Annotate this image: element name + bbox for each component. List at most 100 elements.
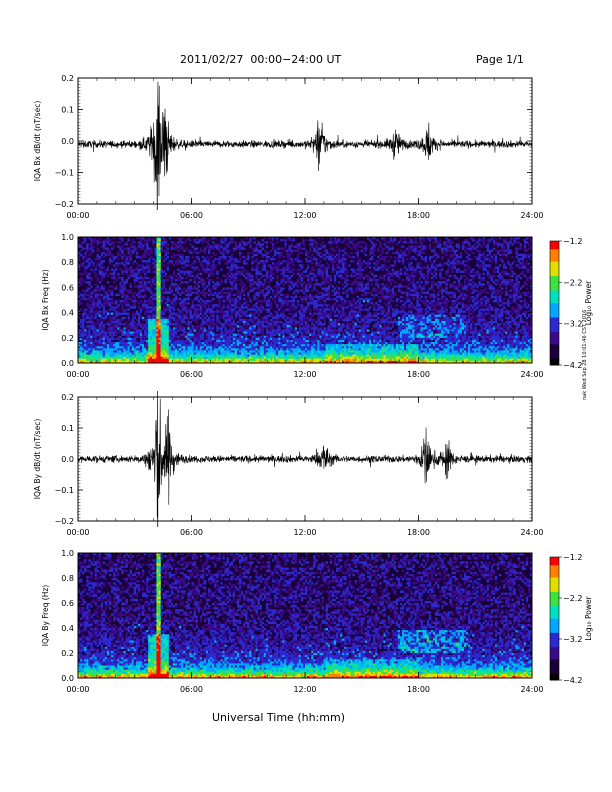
spectrogram-cell (230, 310, 234, 313)
spectrogram-cell (224, 239, 227, 242)
spectrogram-cell (170, 310, 174, 313)
spectrogram-cell (276, 247, 279, 250)
spectrogram-cell (296, 310, 300, 313)
spectrogram-cell (177, 346, 180, 349)
spectrogram-cell (133, 354, 137, 357)
spectrogram-cell (137, 287, 141, 290)
spectrogram-cell (195, 318, 198, 322)
spectrogram-cell (96, 302, 99, 305)
spectrogram-cell (96, 300, 99, 303)
spectrogram-cell (166, 339, 170, 343)
spectrogram-cell (154, 356, 157, 360)
spectrogram-cell (158, 321, 161, 324)
spectrogram-cell (251, 308, 254, 311)
spectrogram-cell (234, 283, 238, 286)
spectrogram-cell (253, 350, 256, 353)
spectrogram-cell (307, 285, 310, 288)
spectrogram-cell (162, 344, 165, 347)
spectrogram-cell (90, 279, 93, 282)
spectrogram-cell (309, 285, 312, 288)
spectrogram-cell (154, 247, 157, 250)
spectrogram-cell (179, 241, 182, 244)
spectrogram-cell (148, 335, 151, 339)
spectrogram-cell (327, 335, 331, 339)
spectrogram-cell (201, 304, 205, 307)
spectrogram-cell (154, 329, 157, 332)
spectrogram-cell (195, 247, 198, 250)
spectrogram-cell (92, 329, 95, 332)
spectrogram-cell (265, 251, 269, 255)
spectrogram-cell (228, 348, 232, 351)
spectrogram-cell (86, 335, 89, 339)
spectrogram-cell (88, 350, 91, 353)
spectrogram-cell (329, 283, 333, 286)
spectrogram-cell (133, 314, 137, 318)
spectrogram-cell (327, 348, 331, 351)
spectrogram-cell (290, 304, 293, 307)
spectrogram-cell (232, 352, 236, 355)
spectrogram-cell (263, 325, 267, 328)
spectrogram-cell (197, 285, 201, 288)
spectrogram-cell (251, 318, 254, 322)
spectrogram-cell (166, 297, 170, 301)
spectrogram-cell (269, 304, 273, 307)
spectrogram-cell (189, 329, 192, 332)
spectrogram-cell (162, 342, 165, 345)
spectrogram-cell (144, 346, 147, 349)
spectrogram-cell (201, 331, 205, 334)
spectrogram-cell (313, 255, 316, 259)
spectrogram-cell (212, 264, 215, 267)
spectrogram-cell (222, 312, 225, 315)
spectrogram-cell (127, 354, 130, 357)
spectrogram-cell (292, 304, 295, 307)
spectrogram-cell (329, 342, 333, 345)
spectrogram-cell (288, 237, 291, 240)
spectrogram-cell (144, 260, 147, 263)
spectrogram-cell (146, 287, 149, 290)
spectrogram-cell (243, 260, 246, 263)
spectrogram-cell (96, 312, 99, 315)
spectrogram-cell (212, 297, 215, 301)
spectrogram-cell (133, 356, 137, 360)
spectrogram-cell (131, 249, 135, 252)
spectrogram-cell (249, 316, 252, 320)
spectrogram-cell (288, 344, 291, 347)
spectrogram-cell (90, 360, 93, 364)
spectrogram-cell (160, 297, 163, 301)
spectrogram-cell (263, 337, 267, 341)
spectrogram-cell (137, 245, 141, 248)
spectrogram-cell (333, 281, 337, 284)
spectrogram-cell (205, 310, 209, 313)
spectrogram-cell (238, 352, 242, 355)
spectrogram-cell (271, 243, 275, 246)
spectrogram-cell (187, 285, 190, 288)
spectrogram-cell (96, 258, 99, 261)
spectrogram-cell (327, 333, 331, 336)
spectrogram-cell (243, 285, 246, 288)
spectrogram-cell (197, 241, 201, 244)
spectrogram-cell (257, 321, 260, 324)
spectrogram-cell (195, 308, 198, 311)
spectrogram-cell (125, 342, 128, 345)
spectrogram-cell (288, 266, 291, 269)
spectrogram-cell (193, 260, 196, 263)
spectrogram-cell (123, 354, 126, 357)
spectrogram-cell (257, 287, 260, 290)
spectrogram-cell (144, 243, 147, 246)
spectrogram-cell (323, 339, 326, 343)
spectrogram-cell (247, 337, 250, 341)
spectrogram-cell (203, 268, 207, 271)
spectrogram-cell (238, 329, 242, 332)
spectrogram-cell (111, 297, 114, 301)
spectrogram-cell (216, 247, 219, 250)
spectrogram-cell (216, 304, 219, 307)
spectrogram-cell (222, 360, 225, 364)
spectrogram-cell (269, 279, 273, 282)
spectrogram-cell (210, 329, 213, 332)
spectrogram-cell (311, 344, 314, 347)
spectrogram-cell (80, 348, 83, 351)
spectrogram-cell (274, 321, 277, 324)
spectrogram-cell (78, 331, 81, 334)
spectrogram-cell (195, 348, 198, 351)
spectrogram-cell (177, 360, 180, 364)
